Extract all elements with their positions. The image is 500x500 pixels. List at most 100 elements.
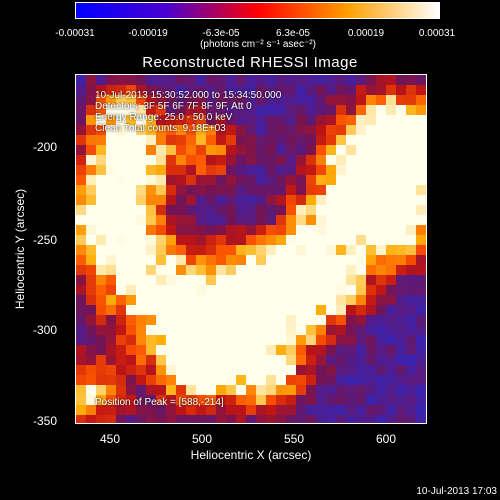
image-pixel	[406, 245, 416, 255]
image-pixel	[106, 365, 116, 375]
image-pixel	[166, 345, 176, 355]
image-pixel	[146, 95, 156, 105]
image-pixel	[356, 195, 366, 205]
image-pixel	[306, 265, 316, 275]
image-pixel	[126, 355, 136, 365]
image-pixel	[246, 265, 256, 275]
y-tick-label: -300	[33, 323, 58, 337]
image-pixel	[266, 115, 276, 125]
image-pixel	[346, 415, 356, 423]
image-pixel	[226, 385, 236, 395]
image-pixel	[126, 335, 136, 345]
image-pixel	[186, 345, 196, 355]
image-pixel	[96, 255, 106, 265]
image-pixel	[336, 355, 346, 365]
image-pixel	[336, 75, 346, 85]
image-pixel	[96, 155, 106, 165]
image-pixel	[156, 105, 166, 115]
image-pixel	[306, 225, 316, 235]
image-pixel	[136, 125, 146, 135]
image-pixel	[386, 295, 396, 305]
image-pixel	[386, 205, 396, 215]
image-pixel	[186, 305, 196, 315]
image-pixel	[356, 285, 366, 295]
image-pixel	[156, 215, 166, 225]
image-pixel	[376, 185, 386, 195]
image-pixel	[216, 145, 226, 155]
image-pixel	[296, 275, 306, 285]
image-pixel	[216, 255, 226, 265]
image-pixel	[196, 275, 206, 285]
image-pixel	[236, 415, 246, 423]
image-pixel	[206, 225, 216, 235]
image-pixel	[196, 145, 206, 155]
image-pixel	[366, 85, 376, 95]
image-pixel	[156, 195, 166, 205]
image-pixel	[256, 205, 266, 215]
image-pixel	[216, 235, 226, 245]
image-pixel	[336, 415, 346, 423]
image-pixel	[76, 235, 86, 245]
image-pixel	[156, 385, 166, 395]
image-pixel	[216, 185, 226, 195]
image-pixel	[166, 235, 176, 245]
image-pixel	[106, 295, 116, 305]
image-pixel	[156, 255, 166, 265]
image-pixel	[156, 345, 166, 355]
image-pixel	[176, 235, 186, 245]
image-pixel	[226, 305, 236, 315]
image-pixel	[106, 415, 116, 423]
image-pixel	[116, 325, 126, 335]
image-pixel	[246, 85, 256, 95]
image-pixel	[146, 145, 156, 155]
image-pixel	[76, 85, 86, 95]
image-pixel	[256, 225, 266, 235]
image-pixel	[346, 95, 356, 105]
image-pixel	[206, 215, 216, 225]
image-pixel	[76, 255, 86, 265]
image-pixel	[356, 175, 366, 185]
image-pixel	[386, 395, 396, 405]
image-pixel	[256, 385, 266, 395]
image-pixel	[236, 225, 246, 235]
image-pixel	[186, 375, 196, 385]
image-pixel	[416, 345, 426, 355]
image-pixel	[166, 365, 176, 375]
image-pixel	[186, 95, 196, 105]
image-pixel	[386, 375, 396, 385]
image-pixel	[276, 385, 286, 395]
image-pixel	[306, 295, 316, 305]
image-pixel	[376, 265, 386, 275]
image-pixel	[276, 115, 286, 125]
image-pixel	[266, 175, 276, 185]
image-pixel	[116, 355, 126, 365]
image-pixel	[86, 345, 96, 355]
image-pixel	[176, 195, 186, 205]
image-pixel	[346, 325, 356, 335]
image-pixel	[386, 335, 396, 345]
image-pixel	[156, 325, 166, 335]
image-pixel	[286, 105, 296, 115]
image-pixel	[406, 175, 416, 185]
image-pixel	[76, 395, 86, 405]
image-pixel	[336, 155, 346, 165]
image-pixel	[106, 305, 116, 315]
image-pixel	[386, 315, 396, 325]
image-pixel	[306, 275, 316, 285]
image-pixel	[136, 75, 146, 85]
image-pixel	[316, 105, 326, 115]
image-pixel	[246, 165, 256, 175]
image-pixel	[76, 125, 86, 135]
image-pixel	[356, 275, 366, 285]
image-pixel	[136, 295, 146, 305]
image-pixel	[116, 225, 126, 235]
image-pixel	[296, 105, 306, 115]
image-pixel	[126, 185, 136, 195]
image-pixel	[166, 305, 176, 315]
image-pixel	[186, 325, 196, 335]
image-pixel	[126, 105, 136, 115]
image-pixel	[196, 125, 206, 135]
image-pixel	[266, 325, 276, 335]
image-pixel	[116, 175, 126, 185]
image-pixel	[106, 225, 116, 235]
